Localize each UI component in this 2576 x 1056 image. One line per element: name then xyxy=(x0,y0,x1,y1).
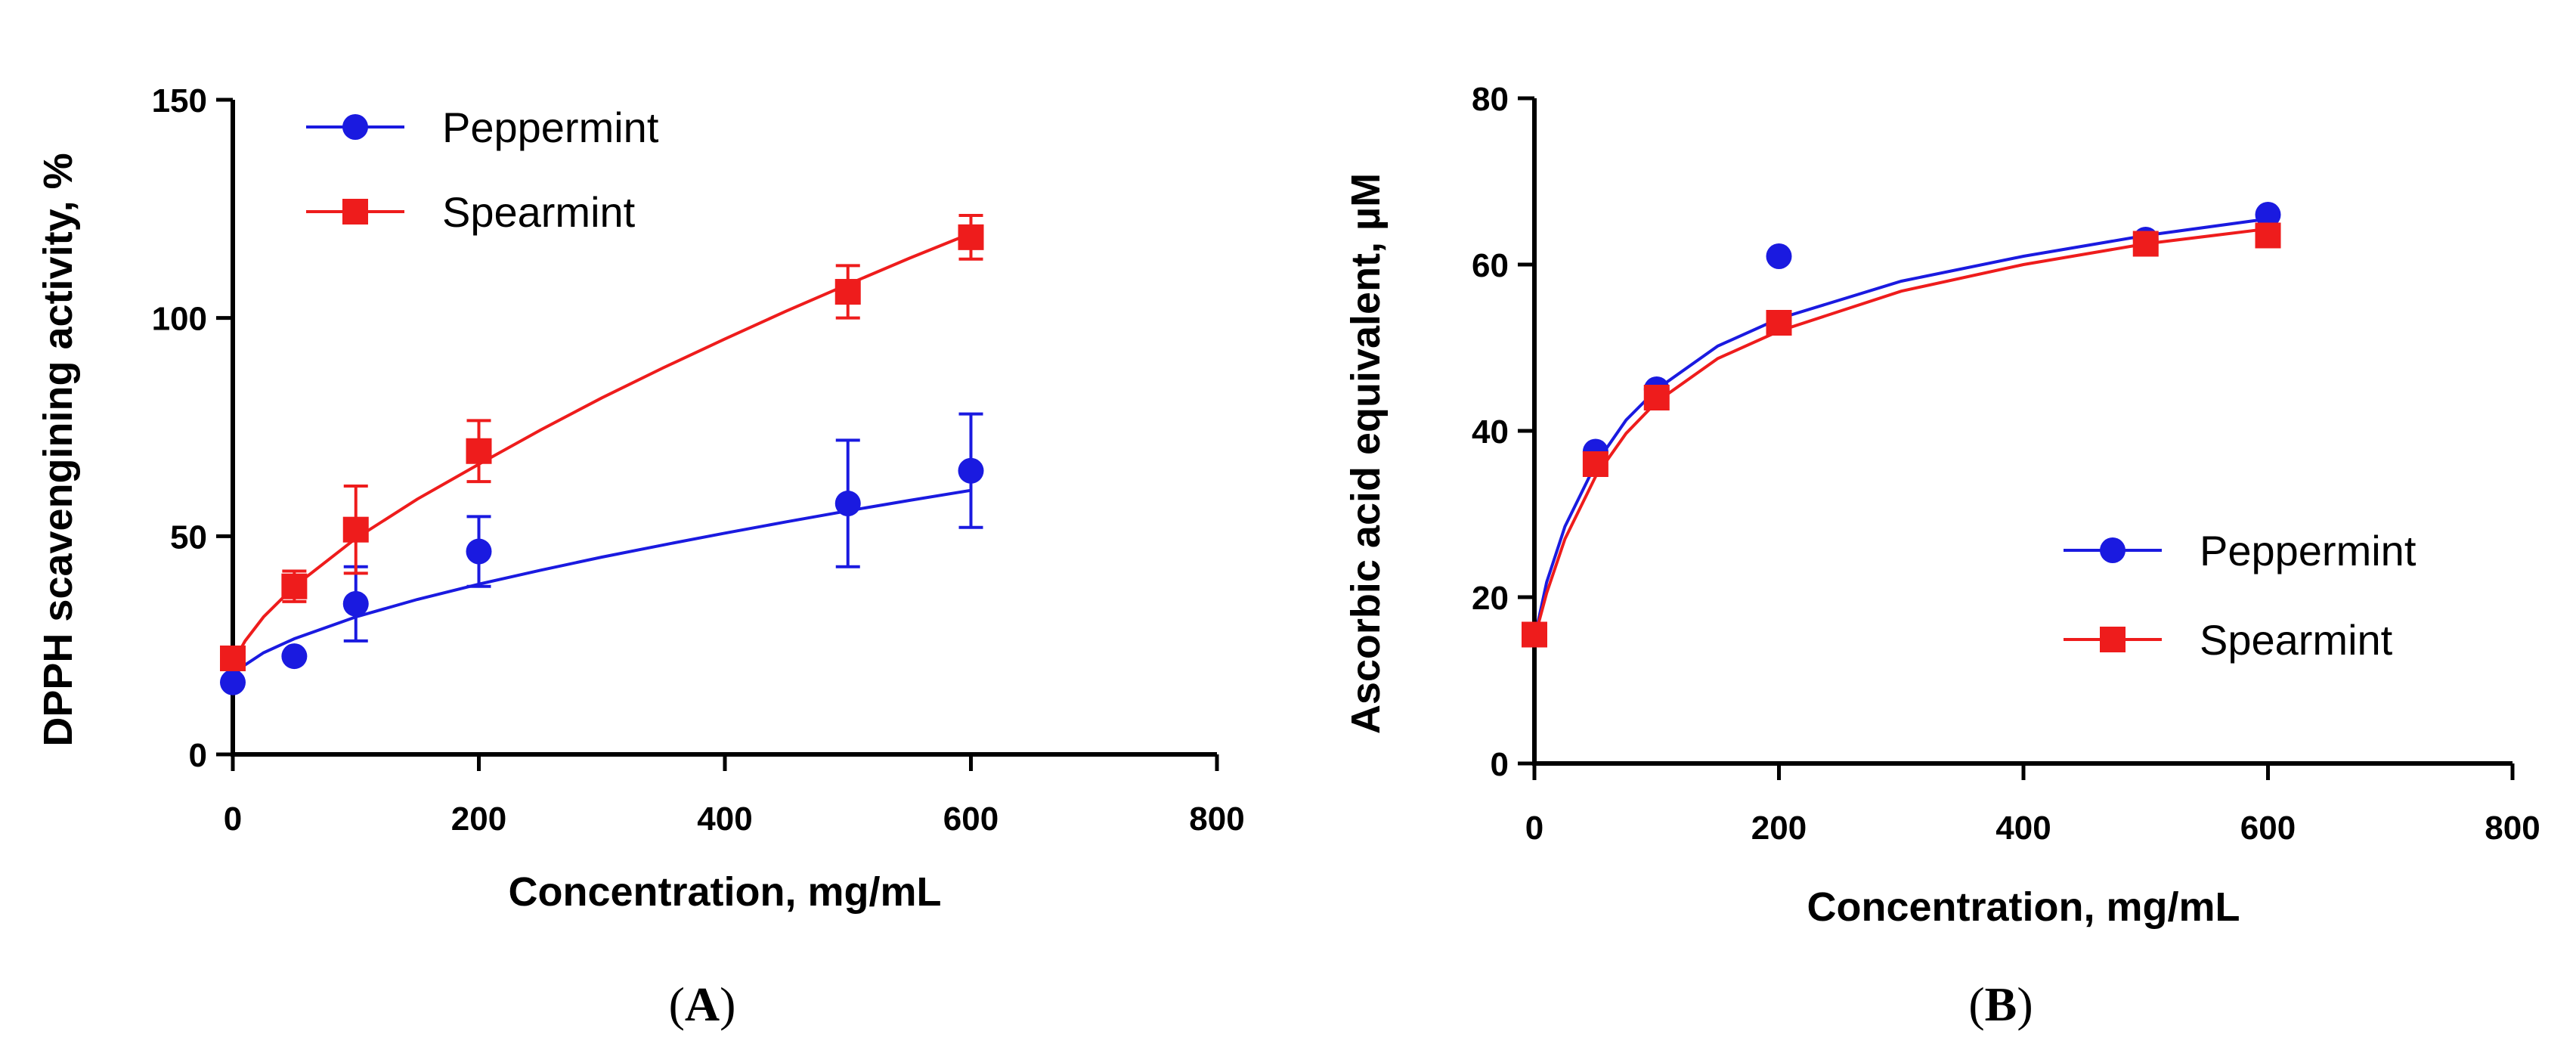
y-tick-label: 0 xyxy=(189,737,207,774)
legend-label: Spearmint xyxy=(2200,616,2393,664)
data-point xyxy=(466,438,492,464)
data-point xyxy=(958,457,984,484)
x-tick-label: 800 xyxy=(1189,801,1244,838)
x-axis-title: Concentration, mg/mL xyxy=(508,869,941,915)
x-tick-label: 800 xyxy=(2485,810,2540,847)
legend-marker xyxy=(342,199,368,225)
x-tick-label: 0 xyxy=(1525,810,1543,847)
legend-label: Spearmint xyxy=(442,188,636,236)
legend-label: Peppermint xyxy=(442,104,659,151)
data-point xyxy=(281,573,308,599)
panel-label: (B) xyxy=(1968,977,2033,1031)
data-point xyxy=(1522,621,1547,648)
legend-item-peppermint: Peppermint xyxy=(2064,527,2417,574)
legend-marker xyxy=(2100,627,2126,652)
data-point xyxy=(466,538,492,565)
x-tick-label: 200 xyxy=(1751,810,1807,847)
data-point xyxy=(834,491,861,517)
y-tick-label: 100 xyxy=(152,301,207,338)
y-tick-label: 0 xyxy=(1491,746,1509,783)
fit-curve xyxy=(231,231,972,664)
chart-panel-A: 0 200 400 600 800 0 50 100 150 Concentration, mg/… xyxy=(36,82,1245,1031)
y-tick-label: 60 xyxy=(1472,247,1509,284)
y-tick-label: 20 xyxy=(1472,580,1509,617)
x-tick-label: 200 xyxy=(451,801,506,838)
fit-curve xyxy=(231,488,971,677)
legend-marker xyxy=(2100,537,2126,563)
data-point xyxy=(342,590,369,617)
data-point xyxy=(1582,451,1608,477)
chart-panel-B: 0 200 400 600 800 0 20 40 60 80 Concentration, mg/… xyxy=(1343,81,2540,1031)
x-tick-label: 400 xyxy=(1995,810,2051,847)
data-point xyxy=(1766,243,1792,269)
legend-item-spearmint: Spearmint xyxy=(306,188,636,236)
x-tick-label: 0 xyxy=(224,801,242,838)
legend-item-peppermint: Peppermint xyxy=(306,104,659,151)
x-tick-label: 400 xyxy=(697,801,752,838)
fit-curve xyxy=(1533,227,2268,639)
data-point xyxy=(2132,231,2159,257)
data-point xyxy=(220,669,246,695)
data-point xyxy=(1643,385,1670,410)
legend-item-spearmint: Spearmint xyxy=(2064,616,2393,664)
series-spearmint xyxy=(220,213,984,671)
series-spearmint xyxy=(1522,222,2281,648)
y-tick-label: 50 xyxy=(170,519,207,556)
x-axis-title: Concentration, mg/mL xyxy=(1807,884,2240,930)
series-peppermint xyxy=(220,412,984,695)
fit-curve xyxy=(1533,217,2268,639)
y-axis-title: Ascorbic acid equivalent, µM xyxy=(1343,173,1389,734)
data-point xyxy=(2255,202,2281,228)
data-point xyxy=(281,643,308,670)
data-point xyxy=(1766,310,1792,336)
y-tick-label: 80 xyxy=(1472,81,1509,118)
data-point xyxy=(958,224,984,250)
data-point xyxy=(220,645,246,671)
legend-label: Peppermint xyxy=(2200,527,2417,574)
x-tick-label: 600 xyxy=(943,801,999,838)
y-axis-title: DPPH scavengining activity, % xyxy=(36,153,81,746)
legend-marker xyxy=(342,114,368,140)
data-point xyxy=(342,516,369,543)
x-tick-label: 600 xyxy=(2240,810,2296,847)
data-point xyxy=(834,279,861,305)
y-tick-label: 150 xyxy=(152,82,207,119)
y-tick-label: 40 xyxy=(1472,413,1509,451)
data-point xyxy=(2255,222,2281,249)
panel-label: (A) xyxy=(669,977,736,1031)
